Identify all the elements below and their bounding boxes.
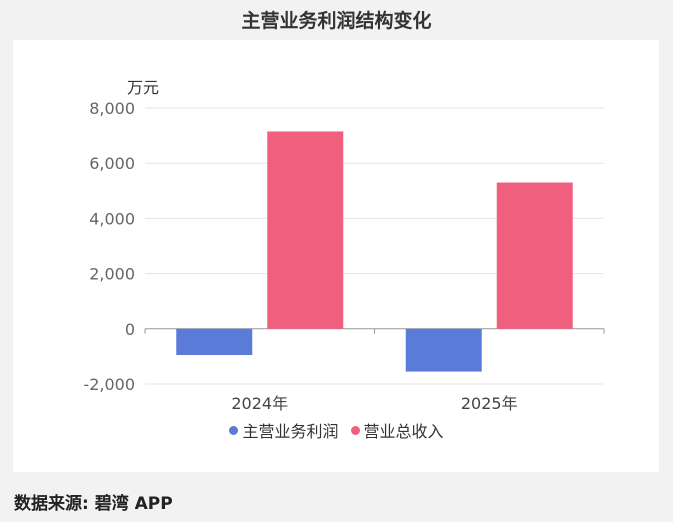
x-category-label: 2024年: [231, 394, 288, 413]
y-axis-unit: 万元: [127, 78, 160, 97]
legend-label-revenue: 营业总收入: [363, 422, 444, 441]
y-tick-label: -2,000: [83, 375, 135, 394]
legend-label-profit: 主营业务利润: [242, 422, 339, 441]
legend-item-revenue[interactable]: 营业总收入: [350, 418, 444, 442]
y-tick-label: 0: [125, 320, 135, 339]
data-source: 数据来源: 碧湾 APP: [14, 494, 173, 514]
chart-title: 主营业务利润结构变化: [241, 10, 432, 32]
y-tick-label: 4,000: [89, 209, 135, 228]
bar-revenue-0: [267, 131, 344, 329]
y-tick-label: 2,000: [89, 265, 135, 284]
y-tick-label: 8,000: [89, 99, 135, 118]
x-category-label: 2025年: [461, 394, 518, 413]
legend: 主营业务利润 营业总收入: [0, 418, 673, 442]
legend-item-profit[interactable]: 主营业务利润: [229, 418, 339, 442]
y-tick-label: 6,000: [89, 154, 135, 173]
legend-marker-revenue: [350, 425, 360, 435]
bar-profit-1: [405, 328, 482, 372]
bar-profit-0: [176, 328, 253, 356]
legend-marker-profit: [229, 425, 239, 435]
bar-revenue-1: [496, 182, 573, 329]
